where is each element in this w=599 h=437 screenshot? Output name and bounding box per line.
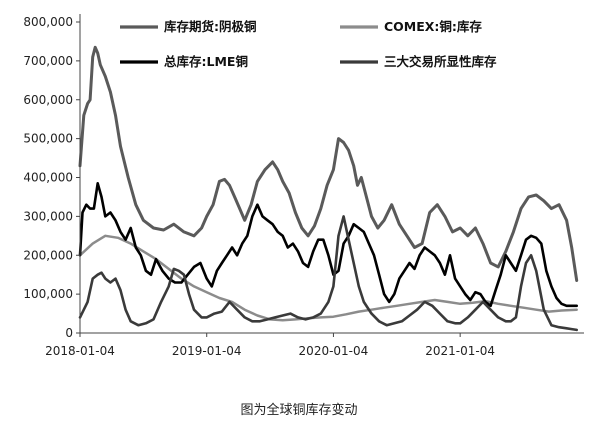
plot-area: [78, 45, 579, 332]
legend-label-4: 三大交易所显性库存: [384, 54, 497, 69]
legend-label-3: 总库存:LME铜: [164, 54, 248, 69]
y-tick-label: 200,000: [23, 248, 73, 262]
y-tick-label: 0: [65, 326, 73, 340]
axes: 800,000 700,000 600,000 500,000 400,000 300,0…: [23, 14, 584, 358]
chart-caption: 图为全球铜库存变动: [240, 402, 357, 418]
legend-label-2: COMEX:铜:库存: [384, 19, 482, 34]
x-tick-label: 2020-01-04: [299, 344, 369, 358]
y-tick-label: 700,000: [23, 54, 73, 68]
y-tick-label: 300,000: [23, 209, 73, 223]
y-tick-label: 400,000: [23, 171, 73, 185]
series-line-4: [78, 215, 579, 332]
series-line-3: [78, 182, 579, 308]
y-tick-label: 600,000: [23, 93, 73, 107]
legend-label-1: 库存期货:阴极铜: [164, 19, 257, 34]
x-tick-label: 2018-01-04: [45, 344, 115, 358]
y-tick-label: 100,000: [23, 287, 73, 301]
y-tick-label: 500,000: [23, 132, 73, 146]
x-tick-label: 2019-01-04: [172, 344, 242, 358]
series-line-1: [78, 45, 579, 282]
x-tick-label: 2021-01-04: [425, 344, 495, 358]
y-tick-label: 800,000: [23, 15, 73, 29]
